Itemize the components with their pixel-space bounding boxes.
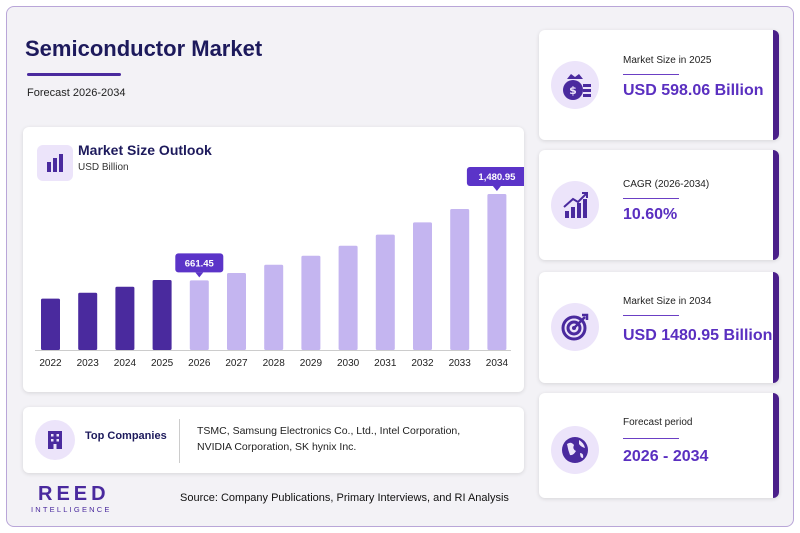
x-tick-label: 2023 xyxy=(77,358,100,369)
bar-2033 xyxy=(450,208,470,350)
svg-text:$: $ xyxy=(569,84,577,97)
x-tick-label: 2033 xyxy=(449,358,472,369)
x-tick-label: 2022 xyxy=(39,358,62,369)
growth-chart-icon xyxy=(551,181,599,229)
bar-chart: 2022 2023 2024 2025 2026 661.45 2027 2028 2029 20… xyxy=(35,167,524,369)
x-tick-label: 2029 xyxy=(300,358,323,369)
bar-2027 xyxy=(227,272,246,350)
stat-label: Forecast period xyxy=(623,417,693,428)
bar-2025 xyxy=(152,280,172,350)
logo-wordmark: REED xyxy=(38,483,110,505)
companies-list: TSMC, Samsung Electronics Co., Ltd., Int… xyxy=(197,425,461,453)
chart-title: Market Size Outlook xyxy=(78,142,212,158)
stat-card-cagr: CAGR (2026-2034) 10.60% xyxy=(539,150,779,260)
companies-label: Top Companies xyxy=(85,430,167,442)
stat-card-forecast-period: Forecast period 2026 - 2034 xyxy=(539,393,779,498)
data-label: 1,480.95 xyxy=(478,172,516,183)
building-icon xyxy=(35,420,75,460)
stat-label: Market Size in 2034 xyxy=(623,296,712,307)
stat-label: Market Size in 2025 xyxy=(623,55,712,66)
page-title: Semiconductor Market xyxy=(25,36,263,61)
bar-2032 xyxy=(413,222,432,350)
page-subtitle: Forecast 2026-2034 xyxy=(27,87,126,99)
source-note: Source: Company Publications, Primary In… xyxy=(180,492,509,504)
x-tick-label: 2031 xyxy=(374,358,397,369)
bar-2031 xyxy=(375,234,395,350)
bar-2022 xyxy=(41,298,60,350)
stat-value: 2026 - 2034 xyxy=(623,448,709,465)
bar-2029 xyxy=(301,255,321,350)
companies-card: Top Companies TSMC, Samsung Electronics … xyxy=(23,407,524,473)
stat-card-market-2034: Market Size in 2034 USD 1480.95 Billion xyxy=(539,272,779,383)
money-bag-icon: $ xyxy=(551,61,599,109)
stat-card-market-2025: $ Market Size in 2025 USD 598.06 Billion xyxy=(539,30,779,140)
stat-rule xyxy=(623,315,679,316)
stat-label: CAGR (2026-2034) xyxy=(623,179,710,190)
target-icon xyxy=(551,303,599,351)
callout-2026: 661.45 xyxy=(175,253,224,278)
bar-chart-icon xyxy=(37,145,73,181)
companies-divider xyxy=(179,419,180,463)
bar-2034 xyxy=(487,194,507,350)
bar-2030 xyxy=(338,245,358,350)
chart-card: Market Size Outlook USD Billion 2022 2023… xyxy=(23,127,524,392)
callout-2034: 1,480.95 xyxy=(466,167,524,191)
x-tick-label: 2032 xyxy=(411,358,434,369)
x-tick-label: 2030 xyxy=(337,358,360,369)
stat-value: 10.60% xyxy=(623,206,678,223)
x-tick-label: 2028 xyxy=(263,358,286,369)
chart-unit: USD Billion xyxy=(78,162,129,173)
stat-value: USD 1480.95 Billion xyxy=(623,327,773,344)
logo-tagline: INTELLIGENCE xyxy=(31,505,112,514)
bar-2024 xyxy=(115,286,135,350)
globe-icon xyxy=(551,426,599,474)
stat-rule xyxy=(623,438,679,439)
stat-value: USD 598.06 Billion xyxy=(623,82,764,99)
stat-rule xyxy=(623,198,679,199)
title-underline xyxy=(27,73,121,76)
bar-2026 xyxy=(189,280,209,350)
data-label: 661.45 xyxy=(185,258,215,269)
x-tick-label: 2025 xyxy=(151,358,174,369)
x-tick-label: 2024 xyxy=(114,358,137,369)
bar-2023 xyxy=(78,292,98,350)
x-tick-label: 2026 xyxy=(188,358,211,369)
stat-rule xyxy=(623,74,679,75)
bar-2028 xyxy=(264,264,284,350)
x-tick-label: 2034 xyxy=(486,358,509,369)
x-tick-label: 2027 xyxy=(225,358,248,369)
